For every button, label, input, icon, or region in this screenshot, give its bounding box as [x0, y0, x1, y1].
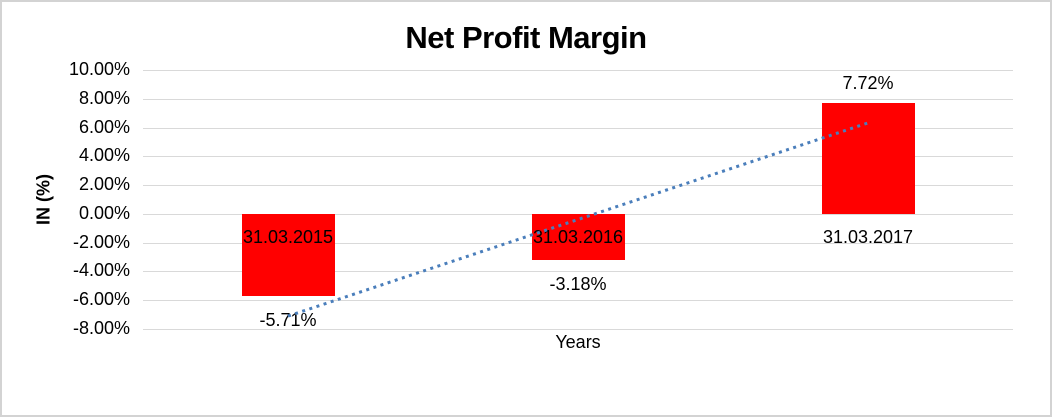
- bar: [821, 102, 915, 214]
- gridline: [143, 70, 1013, 71]
- plot-area: 31.03.2015 -5.71% 31.03.2016 -3.18% 31.03.20…: [143, 70, 1013, 330]
- gridline: [143, 127, 1013, 129]
- category-label: 31.03.2016: [532, 226, 624, 247]
- y-tick-label: 10.00%: [68, 59, 130, 79]
- bar: [241, 213, 335, 297]
- gridline: [143, 156, 1013, 158]
- gridline: [143, 271, 1013, 273]
- trendline: [287, 121, 869, 318]
- y-tick-label: 8.00%: [78, 87, 130, 108]
- y-tick-label: -4.00%: [72, 260, 130, 281]
- gridline: [143, 329, 1013, 330]
- category-label: 31.03.2017: [822, 226, 914, 247]
- trendline-layer: [287, 121, 869, 318]
- x-axis-title: Years: [555, 332, 601, 352]
- y-tick-label: 4.00%: [78, 145, 130, 166]
- category-label: 31.03.2015: [242, 226, 334, 247]
- y-tick-label: 0.00%: [78, 202, 130, 223]
- y-tick-label: 2.00%: [78, 174, 130, 195]
- gridline: [143, 300, 1013, 302]
- chart-title: Net Profit Margin: [405, 20, 647, 55]
- gridline: [143, 185, 1013, 187]
- y-tick-label: -2.00%: [72, 231, 130, 252]
- value-label: 7.72%: [842, 72, 894, 93]
- y-axis-ticks: 10.00% 8.00% 6.00% 4.00% 2.00% 0.00% -2.00% -4.…: [2, 59, 130, 338]
- y-tick-label: 6.00%: [78, 116, 130, 137]
- value-label: -5.71%: [259, 310, 317, 330]
- gridline: [143, 98, 1013, 100]
- y-tick-label: -6.00%: [72, 289, 130, 310]
- bar: [531, 213, 625, 260]
- y-tick-label: -8.00%: [72, 318, 130, 338]
- value-label: -3.18%: [549, 273, 607, 294]
